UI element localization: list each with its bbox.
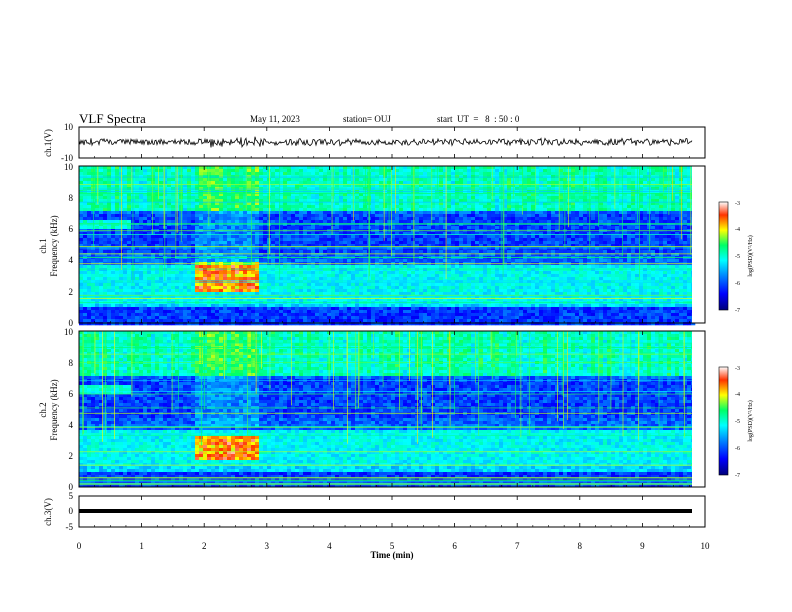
time-tick-5: 5 [390,541,395,551]
ch1-ytick-6: 6 [69,224,74,234]
time-tick-10: 10 [701,541,711,551]
start-time-label: start UT = 8 : 50 : 0 [437,114,520,124]
ch1-ytick-bottom: -10 [61,153,73,163]
ch2-ylabel-channel: ch.2 [38,402,48,417]
ch2-ylabel-frequency: Frequency (kHz) [49,379,59,440]
ch3-ytick-bottom: -5 [66,522,74,532]
ch1-yticks: 0 2 4 6 8 10 [64,162,74,328]
ch3-waveform-panel: 5 0 -5 ch.3(V) 0 1 2 3 4 5 6 7 8 9 10 Time (min) [43,127,710,560]
ch1-colorbar-label: log(PSD)(V²/Hz) [747,235,754,276]
time-tick-9: 9 [640,541,645,551]
ch1-colorbar-tick-3: -3 [735,201,740,207]
ch3-ytick-top: 5 [69,491,74,501]
ch1-ylabel-channel: ch.1 [38,238,48,253]
ch1-ytick-8: 8 [69,193,74,203]
ch1-colorbar-tick-4: -4 [735,227,740,233]
ch2-colorbar-tick-6: -6 [735,446,740,452]
ch2-ytick-6: 6 [69,389,74,399]
ch1-ytick-top: 10 [64,122,74,132]
ch3-ytick-mid: 0 [69,506,74,516]
ch2-colorbar: -3 -4 -5 -6 -7 log(PSD)(V²/Hz) [718,366,754,479]
ch1-ylabel-frequency: Frequency (kHz) [49,215,59,276]
ch1-waveform-panel: 10 -10 ch.1(V) [43,122,706,163]
time-tick-4: 4 [327,541,332,551]
ch1-waveform-trace [78,136,693,148]
ch1-ytick-4: 4 [69,255,74,265]
ch1-spectrogram-image [78,165,706,326]
ch2-ytick-8: 8 [69,358,74,368]
ch1-waveform-ylabel: ch.1(V) [43,129,53,157]
time-tick-3: 3 [265,541,270,551]
ch2-ytick-2: 2 [69,451,74,461]
time-tick-0: 0 [77,541,82,551]
ch2-colorbar-tick-3: -3 [735,366,740,372]
time-tick-1: 1 [139,541,144,551]
time-tick-7: 7 [515,541,520,551]
ch2-spectrogram-panel: 0 2 4 6 8 10 ch.2 Frequency (kHz) [38,327,706,492]
ch2-colorbar-tick-4: -4 [735,392,740,398]
figure-title: VLF Spectra [79,111,146,126]
ch3-waveform-ylabel: ch.3(V) [43,498,53,526]
ch1-colorbar-tick-7: -7 [735,308,740,314]
time-axis-ticks: 0 1 2 3 4 5 6 7 8 9 10 [77,127,710,551]
ch2-spectrogram-image [78,330,706,488]
station-label: station= OUJ [343,114,391,124]
ch2-colorbar-tick-7: -7 [735,473,740,479]
ch3-waveform-trace [79,509,692,513]
date-label: May 11, 2023 [250,114,300,124]
time-tick-8: 8 [578,541,583,551]
ch2-colorbar-gradient [718,366,729,476]
ch2-colorbar-tick-5: -5 [735,419,740,425]
ch1-ytick-0: 0 [69,318,74,328]
ch2-ytick-4: 4 [69,420,74,430]
ch1-colorbar: -3 -4 -5 -6 -7 log(PSD)(V²/Hz) [718,201,754,314]
time-axis-label: Time (min) [370,550,413,560]
ch2-ytick-10: 10 [64,327,74,337]
time-tick-6: 6 [452,541,457,551]
ch1-spectrogram-panel: 0 2 4 6 8 10 ch.1 Frequency (kHz) [38,162,706,328]
ch1-waveform-frame [78,126,706,159]
time-tick-2: 2 [202,541,207,551]
ch1-ytick-10: 10 [64,162,74,172]
ch1-ytick-2: 2 [69,287,74,297]
ch1-colorbar-tick-6: -6 [735,281,740,287]
ch2-colorbar-label: log(PSD)(V²/Hz) [747,400,754,441]
ch1-colorbar-tick-5: -5 [735,254,740,260]
ch1-colorbar-gradient [718,201,729,311]
ch2-ytick-0: 0 [69,482,74,492]
